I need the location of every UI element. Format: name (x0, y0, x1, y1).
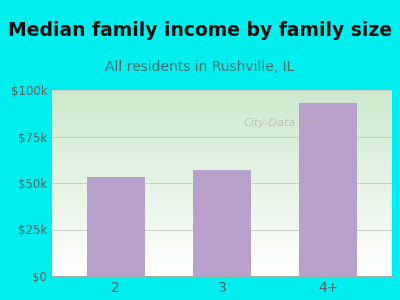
Text: Median family income by family size: Median family income by family size (8, 21, 392, 40)
Bar (299, 103, 358, 276)
Text: City-Data.com: City-Data.com (244, 118, 323, 128)
Bar (193, 170, 251, 276)
Text: All residents in Rushville, IL: All residents in Rushville, IL (105, 60, 295, 74)
Bar (86, 177, 145, 276)
